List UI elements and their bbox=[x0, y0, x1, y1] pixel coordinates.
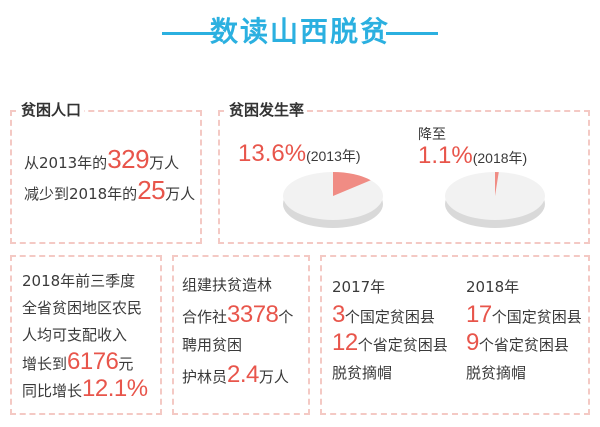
income-value: 6176 bbox=[67, 348, 119, 375]
population-title: 贫困人口 bbox=[18, 99, 85, 120]
counties-2017-national: 3个国定贫困县 bbox=[332, 300, 435, 332]
pie-2018-slice bbox=[495, 172, 499, 196]
counties-2017-status: 脱贫摘帽 bbox=[332, 364, 393, 382]
counties-2018-year: 2018年 bbox=[466, 278, 520, 296]
forestry-line-3: 聘用贫困 bbox=[182, 336, 243, 354]
page-title: 数读山西脱贫 bbox=[209, 15, 390, 48]
income-line-4-prefix: 增长到 bbox=[22, 355, 68, 373]
population-line-1-suffix: 万人 bbox=[149, 154, 180, 172]
counties-2018-national: 17个国定贫困县 bbox=[466, 300, 582, 332]
income-panel bbox=[10, 255, 162, 415]
counties-2017-provincial: 12个省定贫困县 bbox=[332, 328, 448, 360]
population-2018-value: 25 bbox=[137, 175, 166, 205]
incidence-title: 贫困发生率 bbox=[226, 99, 308, 120]
rangers-value: 2.4 bbox=[227, 361, 259, 388]
counties-2018-provincial: 9个省定贫困县 bbox=[466, 328, 569, 360]
population-line-1: 从2013年的329万人 bbox=[24, 146, 180, 174]
counties-2017-national-value: 3 bbox=[332, 301, 345, 328]
pie-chart-2018 bbox=[445, 172, 545, 228]
income-line-5: 同比增长12.1% bbox=[22, 374, 148, 406]
counties-2018-provincial-label: 个省定贫困县 bbox=[478, 336, 569, 354]
counties-2017-national-label: 个国定贫困县 bbox=[344, 308, 435, 326]
counties-2018-status: 脱贫摘帽 bbox=[466, 364, 527, 382]
incidence-2018: 1.1%(2018年) bbox=[418, 142, 527, 170]
income-line-2: 全省贫困地区农民 bbox=[22, 299, 143, 317]
population-line-1-prefix: 从2013年的 bbox=[24, 154, 108, 172]
counties-2017-provincial-value: 12 bbox=[332, 329, 358, 356]
forestry-line-4: 护林员2.4万人 bbox=[182, 360, 289, 392]
counties-2018-national-value: 17 bbox=[466, 301, 492, 328]
forestry-line-2-prefix: 合作社 bbox=[182, 308, 228, 326]
incidence-2018-value: 1.1% bbox=[418, 142, 473, 169]
incidence-2013-value: 13.6% bbox=[238, 140, 307, 167]
forestry-line-1: 组建扶贫造林 bbox=[182, 276, 273, 294]
counties-2017-provincial-label: 个省定贫困县 bbox=[357, 336, 448, 354]
population-line-2-suffix: 万人 bbox=[165, 185, 196, 203]
drop-label: 降至 bbox=[418, 127, 446, 143]
counties-2018-national-label: 个国定贫困县 bbox=[491, 308, 582, 326]
forestry-line-2: 合作社3378个 bbox=[182, 300, 293, 332]
income-growth-value: 12.1% bbox=[82, 375, 148, 402]
incidence-2018-year: (2018年) bbox=[472, 150, 528, 166]
pie-2013-slice bbox=[333, 172, 371, 196]
forestry-panel bbox=[172, 255, 310, 415]
counties-panel bbox=[320, 255, 590, 415]
income-line-4: 增长到6176元 bbox=[22, 347, 133, 379]
incidence-2013: 13.6%(2013年) bbox=[238, 140, 361, 168]
population-2013-value: 329 bbox=[107, 144, 150, 174]
header: 数读山西脱贫 bbox=[0, 12, 600, 52]
counties-2017-year: 2017年 bbox=[332, 278, 386, 296]
forestry-line-4-suffix: 万人 bbox=[258, 368, 289, 386]
population-panel bbox=[10, 110, 202, 244]
pie-chart-2013 bbox=[283, 172, 383, 228]
income-line-1: 2018年前三季度 bbox=[22, 272, 136, 290]
income-line-4-suffix: 元 bbox=[118, 355, 134, 373]
population-line-2-prefix: 减少到2018年的 bbox=[24, 185, 138, 203]
population-line-2: 减少到2018年的25万人 bbox=[24, 177, 196, 205]
forestry-line-4-prefix: 护林员 bbox=[182, 368, 228, 386]
counties-2018-provincial-value: 9 bbox=[466, 329, 479, 356]
forestry-line-2-suffix: 个 bbox=[278, 308, 294, 326]
income-line-5-prefix: 同比增长 bbox=[22, 382, 83, 400]
incidence-2013-year: (2013年) bbox=[306, 148, 361, 164]
title-left-rule bbox=[162, 32, 214, 35]
income-line-3: 人均可支配收入 bbox=[22, 326, 128, 344]
cooperatives-value: 3378 bbox=[227, 301, 279, 328]
title-right-rule bbox=[386, 32, 438, 35]
